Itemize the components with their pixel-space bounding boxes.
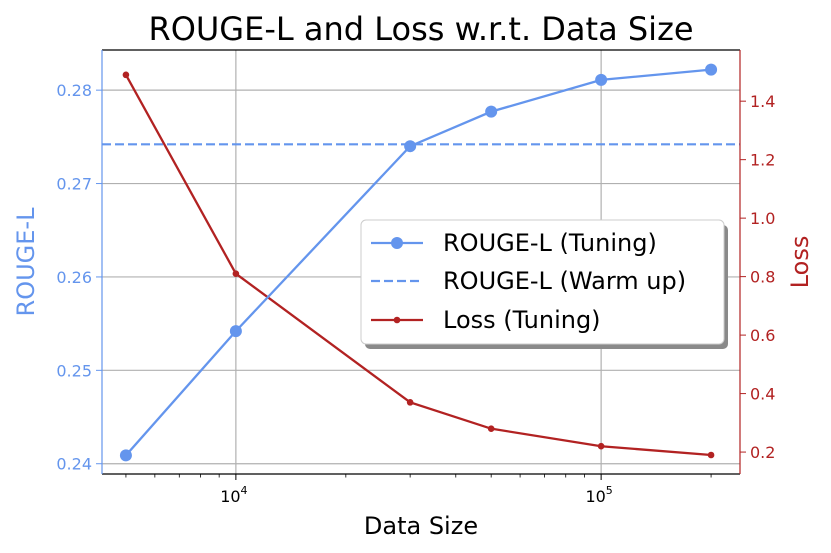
loss-point: [232, 270, 240, 277]
rouge-point: [705, 63, 718, 76]
legend-marker-rouge: [391, 237, 403, 249]
loss-point: [487, 425, 495, 432]
y-right-tick-label: 0.4: [750, 385, 775, 404]
y-left-tick-label: 0.26: [56, 268, 92, 287]
ticks: 104 105 0.24 0.25 0.26 0.27 0.28 0.2 0.4 0.6 0.8 1.…: [56, 81, 775, 506]
rouge-point: [229, 325, 242, 338]
rouge-point: [595, 73, 608, 86]
y-right-axis-label: Loss: [786, 236, 814, 289]
axes: [101, 49, 741, 475]
legend-box: [360, 219, 725, 345]
loss-point: [122, 71, 130, 79]
loss-line: [124, 74, 712, 457]
x-axis-label: Data Size: [364, 512, 478, 540]
y-left-tick-label: 0.24: [56, 455, 92, 474]
legend: ROUGE-L (Tuning) ROUGE-L (Warm up) Loss (T…: [360, 219, 728, 349]
y-left-axis-label: ROUGE-L: [12, 207, 40, 317]
chart-title: ROUGE-L and Loss w.r.t. Data Size: [148, 10, 693, 48]
legend-label: Loss (Tuning): [443, 306, 601, 334]
y-right-tick-label: 0.6: [750, 326, 775, 345]
y-right-tick-label: 1.4: [750, 92, 775, 111]
legend-label: ROUGE-L (Tuning): [443, 229, 657, 257]
loss-point: [597, 442, 605, 450]
y-right-tick-label: 0.8: [750, 268, 775, 287]
y-right-tick-label: 1.2: [750, 151, 775, 170]
y-left-tick-label: 0.27: [56, 175, 92, 194]
loss-point: [707, 451, 715, 459]
rouge-series: [119, 63, 718, 462]
y-left-tick-label: 0.25: [56, 361, 92, 380]
loss-point: [406, 399, 414, 406]
x-tick-label: 104: [220, 484, 247, 506]
y-right-tick-label: 1.0: [750, 209, 775, 228]
x-tick-label: 105: [585, 484, 612, 506]
rouge-point: [485, 105, 498, 118]
legend-marker-loss: [393, 316, 401, 324]
y-left-tick-label: 0.28: [56, 81, 92, 100]
y-right-tick-label: 0.2: [750, 443, 775, 462]
rouge-line: [125, 68, 712, 457]
legend-label: ROUGE-L (Warm up): [443, 267, 686, 295]
loss-series: [122, 71, 715, 459]
rouge-point: [404, 140, 417, 153]
rouge-point: [119, 449, 132, 462]
